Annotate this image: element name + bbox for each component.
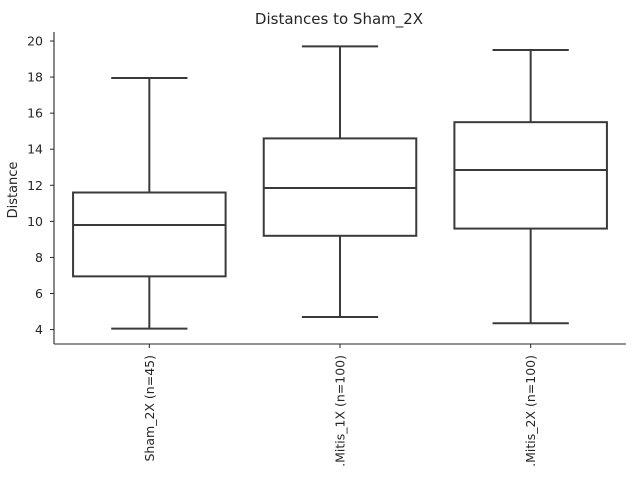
y-tick-label: 10 bbox=[27, 214, 43, 229]
box-group bbox=[262, 45, 418, 318]
y-tick-label: 16 bbox=[27, 106, 43, 121]
y-axis-label: Distance bbox=[6, 162, 21, 219]
box-group bbox=[72, 76, 227, 330]
y-tick-label: 6 bbox=[35, 286, 43, 301]
chart-title: Distances to Sham_2X bbox=[255, 10, 423, 29]
iqr-box bbox=[453, 121, 608, 230]
x-axis-ticks: Sham_2X (n=45) .Mitis_1X (n=100) .Mitis_2X… bbox=[142, 344, 538, 467]
y-tick-label: 18 bbox=[27, 70, 43, 85]
y-tick-label: 12 bbox=[27, 178, 43, 193]
x-tick-label: Sham_2X (n=45) bbox=[142, 355, 157, 462]
y-axis-ticks: 4 6 8 10 12 14 16 18 20 bbox=[27, 34, 54, 337]
box-group bbox=[453, 49, 608, 325]
boxes-group bbox=[72, 45, 608, 330]
y-tick-label: 20 bbox=[27, 34, 43, 49]
y-tick-label: 8 bbox=[35, 250, 43, 265]
x-tick-label: .Mitis_1X (n=100) bbox=[333, 355, 348, 467]
y-tick-label: 4 bbox=[35, 322, 43, 337]
iqr-box bbox=[72, 191, 227, 278]
y-tick-label: 14 bbox=[27, 142, 43, 157]
x-tick-label: .Mitis_2X (n=100) bbox=[523, 355, 538, 467]
